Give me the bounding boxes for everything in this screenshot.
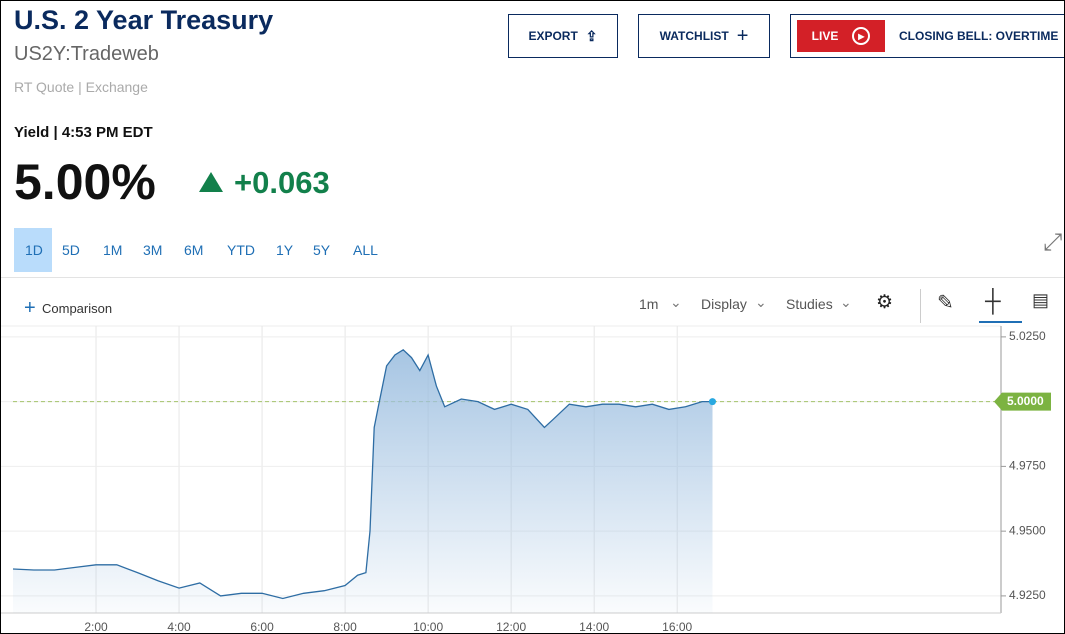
area bbox=[13, 349, 713, 613]
active-underline bbox=[979, 321, 1022, 323]
icon: ⇪ bbox=[585, 27, 598, 44]
expand-icon[interactable]: ⤢ bbox=[1043, 229, 1063, 256]
range-option[interactable]: 5Y bbox=[313, 242, 331, 258]
settings-icon[interactable]: ⚙ bbox=[876, 292, 894, 313]
x-tick-label: 2:00 bbox=[84, 620, 108, 633]
x-tick-label: 10:00 bbox=[413, 620, 443, 633]
comment-icon[interactable]: ▤ bbox=[1032, 290, 1050, 310]
source: RT Quote | Exchange bbox=[14, 79, 148, 95]
x-tick-label: 12:00 bbox=[496, 620, 526, 633]
separator bbox=[920, 289, 921, 323]
watchlist-button[interactable]: WATCHLIST + bbox=[638, 14, 770, 58]
plus-icon: + bbox=[24, 297, 36, 319]
range-option[interactable]: 1M bbox=[103, 242, 123, 258]
label: WATCHLIST bbox=[659, 29, 729, 43]
interval[interactable]: 1m bbox=[639, 296, 659, 312]
price: 5.00% bbox=[14, 154, 156, 210]
quote-time: Yield | 4:53 PM EDT bbox=[14, 124, 153, 141]
crosshair-icon[interactable]: ┼ bbox=[985, 288, 1001, 313]
caret: ⌄ bbox=[840, 294, 852, 310]
range-option[interactable]: 3M bbox=[143, 242, 163, 258]
range-option[interactable]: ALL bbox=[353, 242, 378, 258]
label: CLOSING BELL: OVERTIME bbox=[899, 29, 1059, 43]
y-tick-label: 5.0250 bbox=[1009, 329, 1046, 343]
title: U.S. 2 Year Treasury bbox=[14, 5, 274, 35]
range-option[interactable]: YTD bbox=[227, 242, 255, 258]
live-button[interactable]: LIVE ▶ CLOSING BELL: OVERTIME bbox=[790, 14, 1064, 58]
line bbox=[12, 348, 713, 600]
symbol: US2Y:Tradeweb bbox=[14, 43, 159, 65]
x-tick-label: 8:00 bbox=[333, 620, 357, 633]
range-selected bbox=[14, 228, 52, 272]
x-tick-label: 6:00 bbox=[250, 620, 274, 633]
x-tick-label: 4:00 bbox=[167, 620, 191, 633]
live-badge: LIVE ▶ bbox=[797, 20, 885, 52]
comparison[interactable]: Comparison bbox=[42, 301, 113, 316]
display[interactable]: Display bbox=[701, 296, 747, 312]
draw-icon[interactable]: ✎ bbox=[937, 292, 954, 314]
label: EXPORT bbox=[528, 29, 578, 43]
range-option[interactable]: 1D bbox=[25, 242, 43, 258]
x-tick-label: 16:00 bbox=[662, 620, 692, 633]
last-point bbox=[708, 398, 716, 406]
range-option[interactable]: 1Y bbox=[276, 242, 294, 258]
label: LIVE bbox=[811, 29, 839, 43]
range-option[interactable]: 5D bbox=[62, 242, 80, 258]
y-tick-label: 4.9500 bbox=[1009, 523, 1046, 537]
range-option[interactable]: 6M bbox=[184, 242, 204, 258]
x-tick-label: 14:00 bbox=[579, 620, 609, 633]
last-value-tag bbox=[994, 392, 1051, 411]
change: +0.063 bbox=[234, 165, 330, 200]
caret: ⌄ bbox=[755, 294, 767, 310]
icon: + bbox=[736, 24, 749, 47]
caret: ⌄ bbox=[670, 294, 682, 310]
studies[interactable]: Studies bbox=[786, 296, 833, 312]
divider bbox=[1, 277, 1064, 278]
last-value-label: 5.0000 bbox=[1007, 394, 1044, 408]
up-arrow bbox=[199, 172, 223, 192]
y-tick-label: 4.9750 bbox=[1009, 459, 1046, 473]
icon: ▶ bbox=[852, 27, 871, 45]
y-tick-label: 4.9250 bbox=[1009, 588, 1046, 602]
export-button[interactable]: EXPORT ⇪ bbox=[508, 14, 618, 58]
